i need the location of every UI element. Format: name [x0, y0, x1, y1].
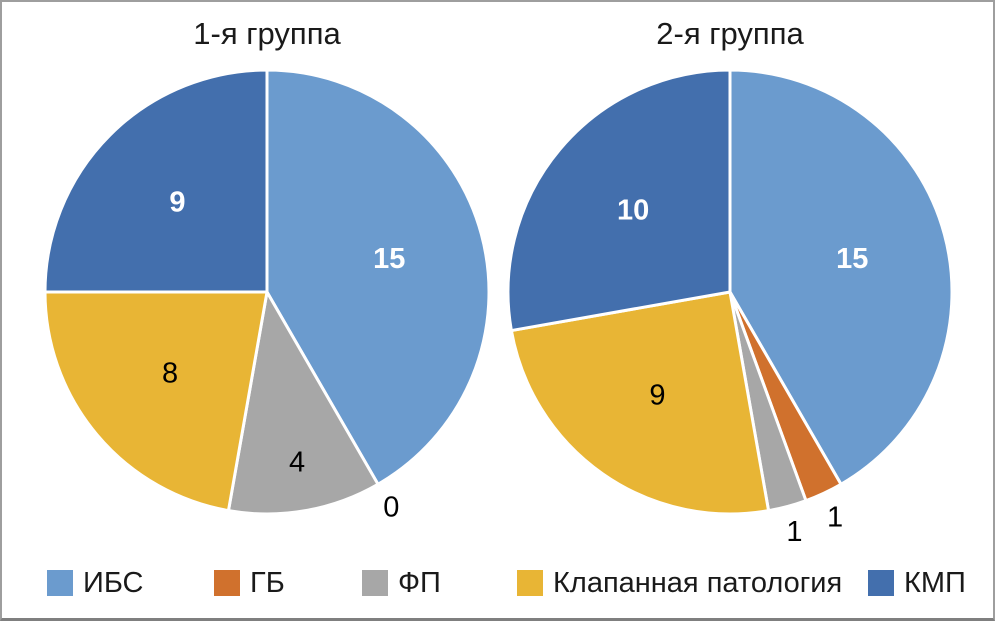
- pie-chart-group1: 15 0 4 8 9: [43, 68, 491, 523]
- slice-value-label: 9: [649, 380, 665, 412]
- legend: ИБС ГБ ФП Клапанная патология КМП: [2, 566, 993, 600]
- legend-item-gb: ГБ: [214, 566, 285, 600]
- legend-label-kmp: КМП: [904, 567, 966, 599]
- pie-slice-КМП: [506, 68, 732, 333]
- pie-slice-КМП: [43, 68, 269, 294]
- pie-slice-Клапанная патология: [43, 290, 269, 513]
- slice-value-label: 1: [827, 501, 843, 533]
- legend-item-ibs: ИБС: [47, 566, 144, 600]
- legend-item-kmp: КМП: [868, 566, 966, 600]
- slice-value-label: 15: [373, 243, 405, 275]
- legend-swatch-gb: [214, 570, 240, 596]
- slice-value-label: 1: [786, 516, 802, 548]
- legend-item-fp: ФП: [362, 566, 441, 600]
- slice-value-label: 10: [617, 195, 649, 227]
- pie-chart-group2: 15 11 9 10: [506, 68, 954, 548]
- legend-label-fp: ФП: [398, 567, 441, 599]
- legend-item-valve-pathology: Клапанная патология: [517, 566, 842, 600]
- legend-label-valve-pathology: Клапанная патология: [553, 567, 843, 599]
- slice-value-label: 8: [162, 357, 178, 389]
- slice-value-label: 9: [169, 187, 185, 219]
- pie-slice-ИБС: [265, 68, 491, 486]
- legend-label-ibs: ИБС: [83, 567, 144, 599]
- legend-swatch-ibs: [47, 570, 73, 596]
- chart-title-group1: 1-я группа: [193, 16, 341, 51]
- chart-title-group2: 2-я группа: [656, 16, 804, 51]
- slice-value-label: 15: [836, 243, 868, 275]
- legend-swatch-kmp: [868, 570, 894, 596]
- pie-slice-ФП: [226, 290, 380, 516]
- slice-value-label: 0: [383, 491, 399, 523]
- legend-label-gb: ГБ: [250, 567, 285, 599]
- legend-swatch-valve-pathology: [517, 570, 543, 596]
- legend-swatch-fp: [362, 570, 388, 596]
- pie-slice-Клапанная патология: [509, 290, 771, 516]
- pie-slice-ИБС: [728, 68, 954, 486]
- slice-value-label: 4: [289, 447, 305, 479]
